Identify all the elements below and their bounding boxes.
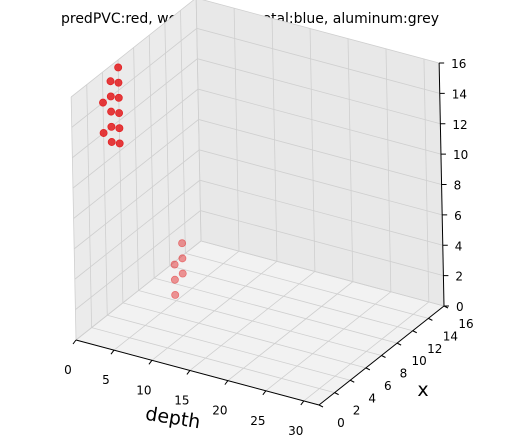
x-tick-label: 2 [353,404,361,418]
depth-tick-label: 30 [288,424,303,437]
x-tick-mark [413,331,417,333]
data-point [107,78,114,85]
depth-tick-mark [263,391,266,395]
depth-tick-mark [225,381,228,385]
data-point [108,138,115,145]
z-tick-label: 0 [456,300,464,314]
depth-tick-label: 0 [64,363,72,377]
depth-tick-label: 15 [174,393,189,407]
data-point [100,129,107,136]
depth-tick-label: 25 [250,414,265,428]
data-point [171,276,178,283]
x-tick-mark [350,380,354,382]
depth-tick-mark [149,360,152,364]
data-point [172,291,179,298]
depth-tick-mark [187,370,190,374]
data-point [116,140,123,147]
data-point [108,123,115,130]
z-tick-label: 2 [455,270,463,284]
x-tick-label: 12 [427,342,442,356]
x-tick-mark [366,368,370,370]
data-point [115,94,122,101]
data-point [171,261,178,268]
x-tick-mark [335,393,339,395]
depth-tick-mark [73,340,76,344]
data-point [115,79,122,86]
data-point [179,240,186,247]
x-axis-label: depth [144,403,202,433]
x-tick-mark [428,318,432,320]
data-point [116,125,123,132]
x-tick-label: 14 [443,329,458,343]
z-tick-label: 6 [454,209,462,223]
axis-panes [71,0,444,405]
z-tick-label: 12 [452,118,467,132]
data-point [99,99,106,106]
x-tick-mark [319,405,323,407]
z-tick-label: 16 [451,57,466,71]
x-tick-label: 4 [368,391,376,405]
data-point [108,108,115,115]
data-point [107,93,114,100]
z-tick-label: 4 [455,239,463,253]
z-tick-label: 14 [452,87,467,101]
depth-tick-mark [111,350,114,354]
data-point [115,64,122,71]
x-tick-label: 6 [384,379,392,393]
x-tick-label: 0 [337,416,345,430]
data-point [179,255,186,262]
x-tick-label: 8 [400,367,408,381]
x-tick-mark [382,356,386,358]
depth-tick-label: 10 [136,383,151,397]
z-tick-label: 8 [454,179,462,193]
depth-tick-mark [301,401,304,405]
z-tick-label: 10 [453,148,468,162]
x-tick-label: 16 [458,317,473,331]
x-tick-mark [397,343,401,345]
data-point [179,270,186,277]
y-axis-label: x [417,379,428,401]
data-point [115,109,122,116]
x-tick-label: 10 [411,354,426,368]
depth-tick-label: 5 [102,373,110,387]
depth-tick-label: 20 [212,404,227,418]
